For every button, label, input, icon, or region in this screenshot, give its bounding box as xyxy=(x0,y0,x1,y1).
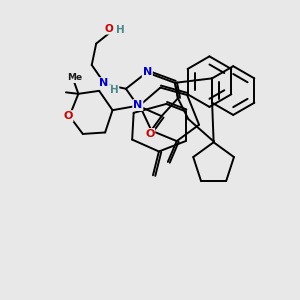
Text: O: O xyxy=(145,129,154,139)
Text: H: H xyxy=(110,85,118,95)
Text: O: O xyxy=(63,111,73,121)
Text: N: N xyxy=(133,100,142,110)
Text: N: N xyxy=(99,78,109,88)
Text: Me: Me xyxy=(67,73,82,82)
Text: H: H xyxy=(116,25,124,35)
Text: O: O xyxy=(105,24,113,34)
Text: N: N xyxy=(143,68,152,77)
